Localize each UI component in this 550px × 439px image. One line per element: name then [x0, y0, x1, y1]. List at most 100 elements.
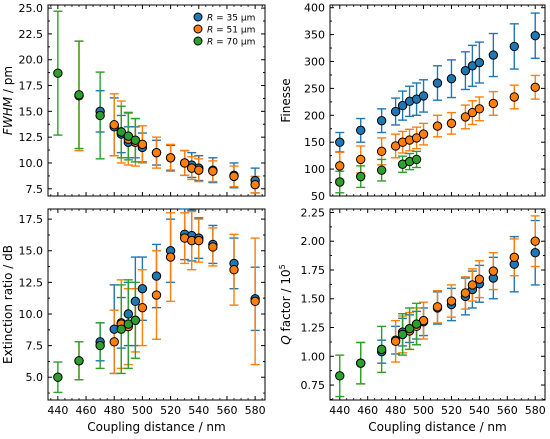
- x-tick-label: 580: [525, 404, 546, 417]
- data-point: [229, 265, 239, 275]
- data-point: [376, 344, 387, 355]
- data-point: [123, 309, 134, 319]
- y-axis-label-text: Finesse: [279, 78, 293, 122]
- y-axis-label: Finesse: [279, 78, 293, 122]
- y-tick-label: 2.00: [301, 235, 326, 248]
- data-point: [335, 371, 345, 381]
- data-point: [356, 125, 366, 136]
- data-point: [208, 242, 218, 252]
- x-tick-label: 480: [385, 404, 406, 417]
- x-tick-label: 560: [216, 404, 237, 417]
- legend-label: R = 51 µm: [207, 26, 255, 36]
- data-point: [474, 57, 485, 68]
- x-tick-label: 460: [76, 404, 97, 417]
- x-tick-label: 580: [245, 404, 266, 417]
- data-point: [165, 153, 176, 163]
- data-point: [418, 91, 429, 101]
- data-point: [530, 82, 540, 93]
- data-point: [488, 266, 499, 276]
- series-markers-0: [376, 248, 540, 357]
- data-point: [446, 74, 457, 84]
- data-point: [53, 372, 63, 382]
- data-point: [109, 120, 119, 130]
- series-markers-2: [335, 319, 422, 381]
- legend: R = 35 µm R = 51 µm R = 70 µm: [193, 12, 255, 48]
- y-axis-label: FWHM / pm: [1, 66, 15, 135]
- y-tick-label: 12.5: [19, 276, 44, 289]
- data-point: [509, 41, 519, 52]
- y-tick-label: 7.5: [26, 183, 44, 196]
- series-markers-2: [53, 315, 141, 382]
- data-point: [250, 296, 260, 307]
- series-markers-0: [335, 30, 540, 147]
- y-axis-label-italic: FWHM: [1, 96, 15, 135]
- series-markers-1: [335, 82, 540, 171]
- data-point: [250, 179, 260, 190]
- data-point: [130, 135, 141, 145]
- legend-marker: [193, 12, 203, 22]
- y-tick-label: 17.5: [19, 213, 44, 226]
- data-point: [137, 283, 148, 294]
- x-tick-label: 540: [469, 404, 490, 417]
- data-point: [74, 356, 84, 366]
- data-point: [418, 129, 429, 139]
- data-point: [74, 90, 84, 100]
- data-point: [95, 110, 105, 121]
- y-axis-label-text: Extinction ratio / dB: [1, 245, 15, 364]
- x-tick-label: 440: [47, 404, 68, 417]
- data-point: [116, 127, 126, 137]
- y-tick-label: 20.0: [19, 54, 44, 67]
- data-point: [488, 98, 499, 109]
- data-point: [404, 323, 415, 334]
- data-point: [137, 139, 148, 150]
- data-point: [460, 288, 471, 298]
- y-tick-label: 350: [304, 29, 325, 42]
- data-point: [335, 177, 345, 187]
- data-point: [95, 340, 105, 351]
- legend-label-symbol: R: [207, 14, 213, 24]
- y-tick-label: 17.5: [19, 80, 44, 93]
- legend-label-text: = 70 µm: [213, 38, 255, 48]
- data-point: [411, 154, 422, 165]
- data-point: [229, 171, 239, 182]
- data-point: [335, 137, 345, 147]
- data-point: [194, 235, 204, 246]
- y-tick-label: 250: [304, 82, 325, 95]
- y-tick-label: 5.0: [26, 371, 44, 384]
- data-point: [432, 121, 443, 131]
- series-0: [335, 12, 540, 153]
- data-point: [123, 319, 134, 329]
- y-axis-label: Extinction ratio / dB: [1, 245, 15, 364]
- data-point: [123, 131, 134, 141]
- series-2: [335, 302, 422, 398]
- data-point: [474, 274, 485, 284]
- panel-top-right: 50 100 150 200 250 300 350 400 Finesse: [279, 2, 546, 203]
- data-point: [460, 65, 471, 76]
- data-point: [194, 165, 204, 175]
- data-point: [130, 296, 141, 307]
- x-tick-label: 520: [441, 404, 462, 417]
- y-tick-label: 25.0: [19, 2, 44, 15]
- data-point: [411, 319, 422, 329]
- y-tick-label: 7.5: [26, 340, 44, 353]
- panel-top-left: 7.5 10.0 12.5 15.0 17.5 20.0 22.5 25.0 FWHM / pm…: [1, 2, 266, 197]
- y-tick-label: 200: [304, 109, 325, 122]
- data-point: [390, 336, 401, 347]
- x-tick-label: 520: [160, 404, 181, 417]
- data-point: [432, 302, 443, 312]
- x-axis-label: Coupling distance / nm: [87, 420, 225, 434]
- data-point: [179, 158, 190, 168]
- data-point: [116, 324, 126, 334]
- x-tick-label: 500: [413, 404, 434, 417]
- legend-label: R = 35 µm: [207, 14, 255, 24]
- legend-label-symbol: R: [207, 38, 213, 48]
- y-tick-label: 400: [304, 2, 325, 15]
- y-tick-label: 50: [311, 190, 325, 203]
- x-tick-label: 540: [188, 404, 209, 417]
- panel-bottom-right: 440 460 480 500 520 540 560 580 0.75 1.00 1.25 1.50…: [278, 206, 546, 434]
- data-point: [356, 358, 366, 368]
- y-axis-label-italic: Q: [279, 335, 293, 344]
- y-tick-label: 1.75: [301, 264, 326, 277]
- y-tick-label: 15.0: [19, 105, 44, 118]
